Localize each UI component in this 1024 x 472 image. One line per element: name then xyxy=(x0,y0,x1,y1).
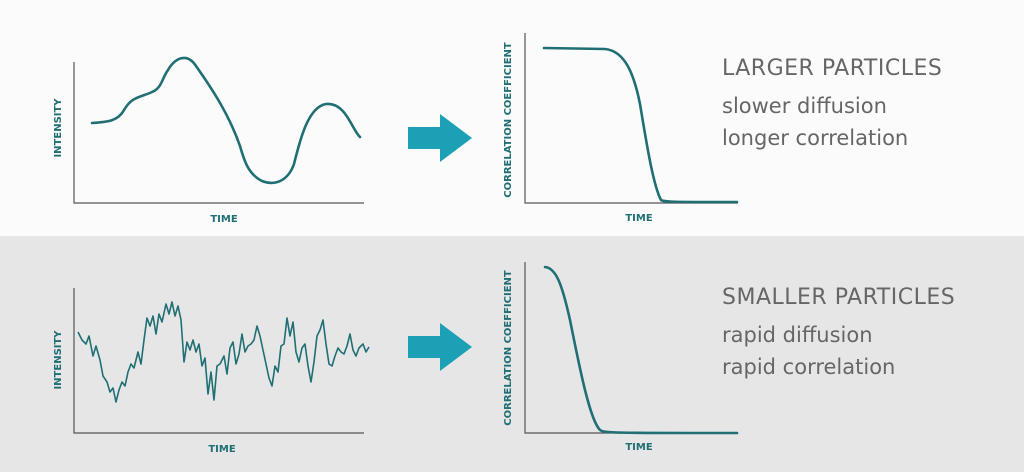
top-intensity-axes xyxy=(73,62,364,204)
top-line1: slower diffusion xyxy=(722,94,887,118)
bottom-correlation-chart: TIME CORRELATION COEFFICIENT xyxy=(503,262,739,453)
top-intensity-curve xyxy=(90,56,362,185)
top-correlation-ylabel: CORRELATION COEFFICIENT xyxy=(503,42,514,198)
bottom-title: SMALLER PARTICLES xyxy=(722,285,956,310)
bottom-intensity-axes xyxy=(73,288,364,434)
top-correlation-axes xyxy=(524,33,738,204)
top-intensity-xlabel: TIME xyxy=(210,214,237,225)
bottom-correlation-ylabel: CORRELATION COEFFICIENT xyxy=(503,270,514,426)
bottom-intensity-chart: TIME INTENSITY xyxy=(53,288,370,455)
top-correlation-xlabel: TIME xyxy=(625,213,652,224)
top-intensity-chart: TIME INTENSITY xyxy=(53,56,364,225)
top-correlation-curve xyxy=(542,46,739,204)
top-arrow-icon xyxy=(408,114,472,162)
bottom-intensity-xlabel: TIME xyxy=(208,444,235,455)
top-intensity-ylabel: INTENSITY xyxy=(53,98,64,158)
bottom-line2: rapid correlation xyxy=(722,355,896,379)
bottom-intensity-curve xyxy=(77,301,370,403)
bottom-correlation-curve xyxy=(543,265,739,435)
larger-particles-panel xyxy=(0,0,1024,236)
bottom-correlation-axes xyxy=(524,262,738,434)
top-line2: longer correlation xyxy=(722,126,909,150)
bottom-arrow-icon xyxy=(408,323,472,371)
top-title: LARGER PARTICLES xyxy=(722,56,943,81)
bottom-intensity-ylabel: INTENSITY xyxy=(53,330,64,390)
bottom-correlation-xlabel: TIME xyxy=(625,442,652,453)
bottom-line1: rapid diffusion xyxy=(722,323,873,347)
top-correlation-chart: TIME CORRELATION COEFFICIENT xyxy=(503,33,739,224)
